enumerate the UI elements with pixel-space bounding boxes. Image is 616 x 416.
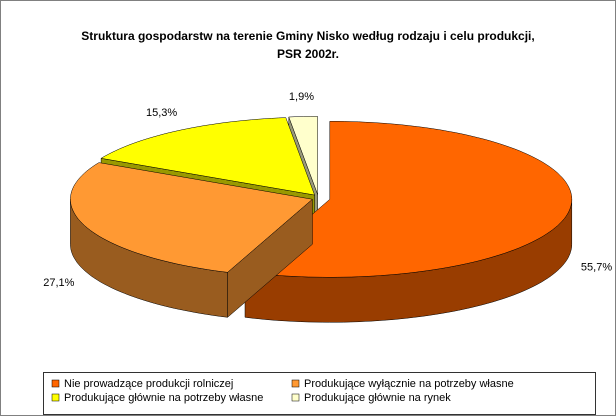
data-label: 1,9% [289, 91, 314, 103]
slice [70, 162, 313, 273]
slice [100, 117, 315, 196]
legend-swatch [291, 379, 300, 388]
slice [244, 121, 573, 278]
chart-title: Struktura gospodarstw na terenie Gminy N… [81, 29, 535, 61]
legend-label: Produkujące wyłącznie na potrzeby własne [304, 378, 514, 390]
legend-label: Produkujące głównie na potrzeby własne [64, 392, 263, 404]
legend-box [43, 372, 596, 415]
legend-swatch [291, 393, 300, 402]
slice [288, 116, 318, 195]
data-label: 55,7% [581, 262, 612, 274]
legend-label: Nie prowadzące produkcji rolniczej [64, 378, 233, 390]
data-label: 15,3% [146, 107, 177, 119]
legend-swatch [51, 379, 60, 388]
legend-label: Produkujące głównie na rynek [304, 392, 451, 404]
data-label: 27,1% [43, 277, 74, 289]
legend-swatch [51, 393, 60, 402]
